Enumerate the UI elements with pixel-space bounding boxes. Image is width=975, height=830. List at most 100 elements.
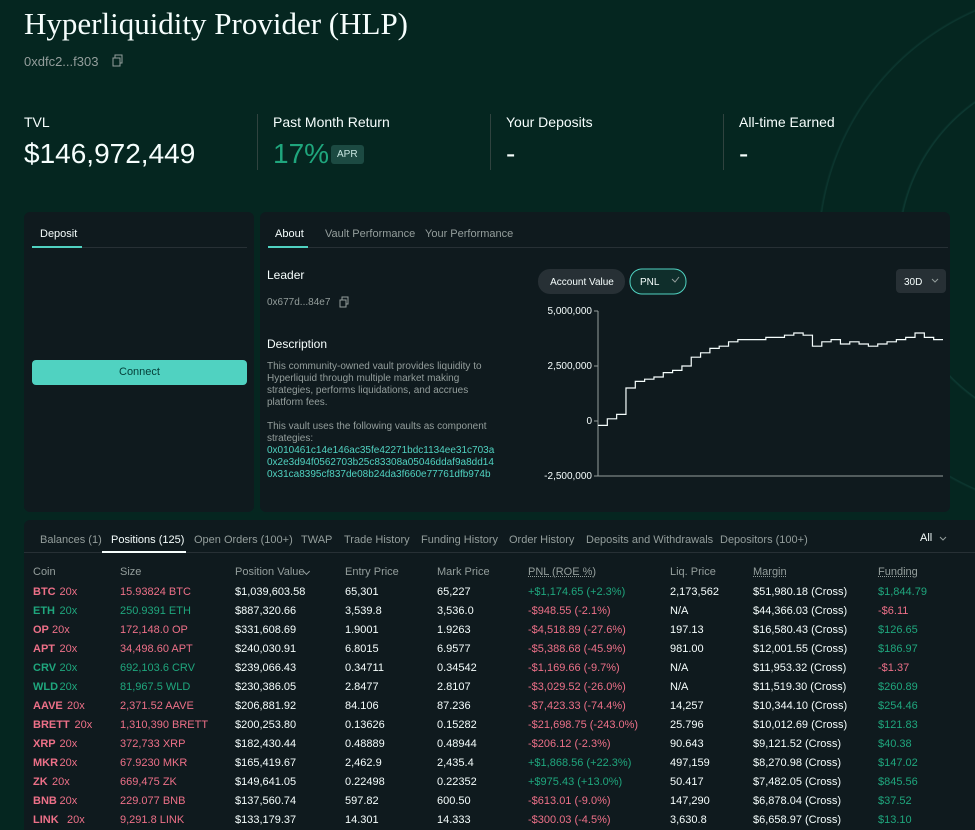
leader-address: 0x677d...84e7 xyxy=(267,297,331,308)
table-cell: $121.83 xyxy=(878,719,918,731)
table-cell: $200,253.80 xyxy=(235,719,297,731)
table-cell: N/A xyxy=(670,662,689,674)
table-cell: $11,519.30 (Cross) xyxy=(753,681,847,693)
leverage: 20x xyxy=(67,814,85,826)
table-cell: $260.89 xyxy=(878,681,918,693)
column-header: Margin xyxy=(753,566,787,578)
leverage: 20x xyxy=(59,643,78,655)
pnl-chart: Account Value PNL 30D 5,000,000 2,500,000… xyxy=(538,268,946,482)
leverage: 20x xyxy=(52,776,70,788)
table-cell: -$613.01 (-9.0%) xyxy=(528,795,611,807)
coin[interactable]: LINK xyxy=(33,814,59,826)
range-bg[interactable] xyxy=(896,269,946,293)
copy-icon[interactable] xyxy=(339,296,350,308)
table-cell: $51,980.18 (Cross) xyxy=(753,586,848,598)
coin[interactable]: BRETT xyxy=(33,719,70,731)
table-tab[interactable]: Balances (1) xyxy=(40,534,102,546)
stat-value: 17% xyxy=(273,138,330,169)
table-cell: $331,608.69 xyxy=(235,624,297,636)
about-tab[interactable]: Vault Performance xyxy=(325,228,416,240)
coin[interactable]: WLD xyxy=(33,681,59,693)
column-header: Coin xyxy=(33,566,56,578)
about-tab[interactable]: Your Performance xyxy=(425,228,514,240)
coin[interactable]: MKR xyxy=(33,757,59,769)
table-cell: 250.9391 ETH xyxy=(120,605,191,617)
table-tab[interactable]: Open Orders (100+) xyxy=(194,534,293,546)
column-header: Entry Price xyxy=(345,566,399,578)
coin[interactable]: AAVE xyxy=(33,700,63,712)
deposit-tab[interactable]: Deposit xyxy=(40,228,78,240)
table-cell: -$6.11 xyxy=(878,605,909,617)
connect-button[interactable]: Connect xyxy=(32,360,247,385)
table-cell: -$21,698.75 (-243.0%) xyxy=(528,719,639,731)
coin[interactable]: BNB xyxy=(33,795,57,807)
table-cell: $1,844.79 xyxy=(878,586,927,598)
tab-underline xyxy=(32,246,82,248)
table-cell: 2.8107 xyxy=(437,681,471,693)
table-cell: 87.236 xyxy=(437,700,471,712)
table-tab[interactable]: Trade History xyxy=(344,534,410,546)
stat-label: Your Deposits xyxy=(506,114,593,130)
coin[interactable]: ZK xyxy=(33,776,48,788)
coin[interactable]: ETH xyxy=(33,605,55,617)
table-tab[interactable]: Funding History xyxy=(421,534,499,546)
table-cell: 1.9001 xyxy=(345,624,379,636)
table-tab[interactable]: TWAP xyxy=(301,534,333,546)
table-cell: 0.48889 xyxy=(345,738,385,750)
table-cell: 669,475 ZK xyxy=(120,776,177,788)
table-cell: -$1,169.66 (-9.7%) xyxy=(528,662,620,674)
table-tab[interactable]: Order History xyxy=(509,534,575,546)
table-tab[interactable]: Positions (125) xyxy=(111,534,185,546)
table-cell: +$1,868.56 (+22.3%) xyxy=(528,757,632,769)
table-tab[interactable]: Depositors (100+) xyxy=(720,534,808,546)
y-tick-label: 2,500,000 xyxy=(548,361,593,372)
copy-icon[interactable] xyxy=(112,54,124,67)
toggle[interactable]: PNL xyxy=(640,277,660,288)
table-cell: -$1.37 xyxy=(878,662,910,674)
table-cell: 497,159 xyxy=(670,757,710,769)
coin[interactable]: CRV xyxy=(33,662,57,674)
column-header: PNL (ROE %) xyxy=(528,566,597,578)
check-icon xyxy=(671,276,680,283)
vault-address: 0xdfc2...f303 xyxy=(24,54,99,69)
table-cell: -$4,518.89 (-27.6%) xyxy=(528,624,626,636)
vault-link[interactable]: 0x010461c14e146ac35fe42271bdc1134ee31c70… xyxy=(267,445,495,456)
toggle-bg[interactable] xyxy=(538,269,625,294)
leverage: 20x xyxy=(59,605,78,617)
table-cell: 3,630.8 xyxy=(670,814,707,826)
y-tick-label: 0 xyxy=(586,416,592,427)
coin[interactable]: BTC xyxy=(33,586,56,598)
toggle-bg[interactable] xyxy=(629,268,687,295)
table-cell: 9,291.8 LINK xyxy=(120,814,185,826)
filter[interactable]: All xyxy=(920,532,933,544)
y-tick-label: -2,500,000 xyxy=(544,471,592,482)
stat-label: Past Month Return xyxy=(273,114,390,130)
table-cell: 197.13 xyxy=(670,624,704,636)
coin[interactable]: APT xyxy=(33,643,55,655)
coin[interactable]: XRP xyxy=(33,738,56,750)
table-cell: -$948.55 (-2.1%) xyxy=(528,605,611,617)
column-header: Funding xyxy=(878,566,918,578)
y-tick-label: 5,000,000 xyxy=(548,306,593,317)
table-cell: $37.52 xyxy=(878,795,912,807)
range[interactable]: 30D xyxy=(904,277,922,288)
table-cell: $126.65 xyxy=(878,624,918,636)
table-cell: $239,066.43 xyxy=(235,662,297,674)
chevron xyxy=(939,536,947,541)
toggle[interactable]: Account Value xyxy=(550,277,614,288)
table-tab[interactable]: Deposits and Withdrawals xyxy=(586,534,714,546)
leverage: 20x xyxy=(67,700,85,712)
vault-link[interactable]: 0x31ca8395cf837de08b24da3f660e77761dfb97… xyxy=(267,469,491,480)
table-cell: 3,536.0 xyxy=(437,605,474,617)
table-cell: 3,539.8 xyxy=(345,605,382,617)
table-cell: $40.38 xyxy=(878,738,912,750)
table-cell: $10,012.69 (Cross) xyxy=(753,719,848,731)
table-cell: 2,173,562 xyxy=(670,586,719,598)
table-cell: 2,371.52 AAVE xyxy=(120,700,194,712)
coin[interactable]: OP xyxy=(33,624,49,636)
table-cell: 0.34711 xyxy=(345,662,384,674)
about-tab[interactable]: About xyxy=(275,228,304,240)
table-cell: $6,658.97 (Cross) xyxy=(753,814,842,826)
vault-link[interactable]: 0x2e3d94f0562703b25c83308a05046ddaf9a8dd… xyxy=(267,457,494,468)
